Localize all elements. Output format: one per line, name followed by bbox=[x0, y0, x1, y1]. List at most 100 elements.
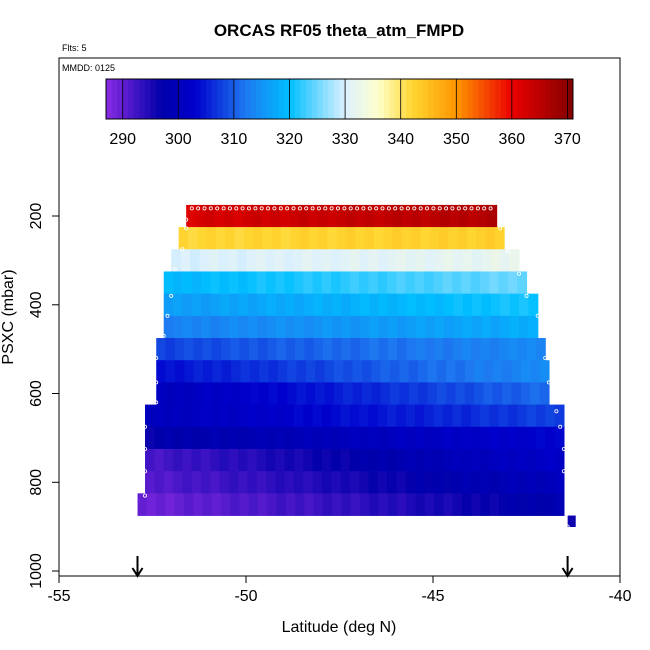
y-tick-label: 400 bbox=[28, 291, 45, 318]
colorbar-segment bbox=[522, 79, 530, 119]
heatmap-cell bbox=[191, 315, 202, 339]
heatmap-cell bbox=[331, 471, 342, 494]
heatmap-cell bbox=[174, 382, 185, 405]
heatmap-cell bbox=[312, 404, 323, 428]
heatmap-cell bbox=[430, 204, 441, 228]
heatmap-cell bbox=[498, 338, 509, 361]
track-point bbox=[180, 247, 185, 252]
colorbar: 290 300 310 320 330 340 350 360 370 bbox=[105, 78, 581, 148]
heatmap-cell bbox=[299, 204, 310, 228]
colorbar-segment bbox=[411, 79, 418, 119]
heatmap-cell bbox=[480, 338, 491, 361]
heatmap-cell bbox=[313, 493, 324, 516]
heatmap-cell bbox=[200, 404, 211, 428]
heatmap-cell bbox=[389, 360, 400, 383]
heatmap-cell bbox=[425, 293, 436, 317]
heatmap-cell bbox=[221, 382, 232, 405]
heatmap-cell bbox=[296, 382, 307, 405]
heatmap-cell bbox=[397, 493, 407, 516]
heatmap-cell bbox=[303, 271, 314, 295]
heatmap-cell bbox=[182, 315, 193, 339]
heatmap-cell bbox=[210, 315, 221, 339]
colorbar-segment bbox=[189, 79, 196, 119]
heatmap-cell bbox=[256, 404, 267, 428]
heatmap-cell bbox=[406, 315, 417, 339]
heatmap-cell bbox=[350, 493, 361, 516]
heatmap-cell bbox=[499, 493, 509, 516]
heatmap-cell bbox=[453, 315, 464, 339]
heatmap-cell bbox=[303, 293, 314, 317]
heatmap-cell bbox=[324, 360, 335, 383]
heatmap-cell bbox=[364, 227, 375, 250]
colorbar-segment bbox=[295, 79, 302, 119]
colorbar-segment bbox=[222, 79, 229, 119]
track-point bbox=[405, 206, 410, 211]
track-point bbox=[561, 469, 566, 474]
heatmap-cell bbox=[377, 471, 388, 494]
heatmap-cell bbox=[408, 360, 419, 383]
heatmap-cell bbox=[258, 493, 268, 516]
heatmap-cell bbox=[172, 404, 183, 428]
heatmap-cell bbox=[341, 338, 352, 361]
heatmap-cell bbox=[255, 249, 266, 272]
heatmap-cell bbox=[211, 338, 222, 361]
colorbar-segment bbox=[484, 79, 491, 119]
heatmap-cell bbox=[536, 493, 546, 516]
heatmap-cell bbox=[210, 271, 221, 295]
track-point bbox=[539, 333, 544, 338]
heatmap-cell bbox=[247, 426, 258, 450]
heatmap-cell bbox=[443, 493, 454, 516]
colorbar-segment bbox=[167, 79, 174, 119]
heatmap-cell bbox=[193, 360, 204, 383]
heatmap-cell bbox=[267, 338, 278, 361]
heatmap-cell bbox=[480, 493, 491, 516]
track-point bbox=[488, 206, 493, 211]
track-point bbox=[227, 206, 232, 211]
plot-frame bbox=[58, 57, 621, 577]
heatmap-cell bbox=[424, 471, 435, 494]
heatmap-cell bbox=[218, 249, 229, 272]
heatmap-cell bbox=[350, 315, 361, 339]
heatmap-cell bbox=[399, 360, 410, 383]
colorbar-segment bbox=[272, 79, 279, 119]
heatmap-cell bbox=[321, 426, 332, 450]
heatmap-cell bbox=[275, 293, 286, 317]
heatmap-cell bbox=[331, 271, 342, 295]
heatmap-cell bbox=[346, 204, 357, 228]
heatmap-cell bbox=[259, 360, 270, 383]
heatmap-cell bbox=[349, 426, 360, 450]
heatmap-cell bbox=[240, 360, 251, 383]
heatmap-cell bbox=[182, 271, 193, 295]
heatmap-cell bbox=[312, 471, 323, 494]
heatmap-cell bbox=[163, 315, 174, 339]
heatmap-cell bbox=[436, 360, 447, 383]
colorbar-segment bbox=[372, 79, 379, 119]
heatmap-cell bbox=[322, 493, 333, 516]
heatmap-cell bbox=[539, 382, 550, 405]
colorbar-segment bbox=[556, 79, 563, 119]
heatmap-cell bbox=[511, 360, 522, 383]
colorbar-segment bbox=[106, 79, 113, 119]
heatmap-cell bbox=[145, 404, 155, 428]
colorbar-segment bbox=[128, 79, 135, 119]
heatmap-cell bbox=[208, 249, 219, 272]
colorbar-segment bbox=[256, 79, 263, 119]
heatmap-cell bbox=[275, 404, 286, 428]
x-tick-label: -45 bbox=[421, 588, 444, 605]
heatmap-cell bbox=[517, 471, 528, 494]
heatmap-cell bbox=[481, 249, 492, 272]
colorbar-tick-label: 350 bbox=[443, 131, 470, 148]
heatmap-cell bbox=[383, 227, 394, 250]
heatmap-cell bbox=[304, 338, 315, 361]
heatmap-cell bbox=[331, 249, 342, 272]
heatmap-cell bbox=[284, 249, 295, 272]
heatmap-cell bbox=[373, 227, 384, 250]
heatmap-cell bbox=[461, 471, 472, 494]
heatmap-cell bbox=[470, 448, 481, 472]
heatmap-cell bbox=[303, 426, 314, 450]
colorbar-segment bbox=[239, 79, 246, 119]
heatmap-cell bbox=[304, 493, 315, 516]
heatmap-cell bbox=[355, 227, 366, 250]
track-point bbox=[498, 226, 503, 231]
heatmap-cell bbox=[341, 293, 352, 317]
